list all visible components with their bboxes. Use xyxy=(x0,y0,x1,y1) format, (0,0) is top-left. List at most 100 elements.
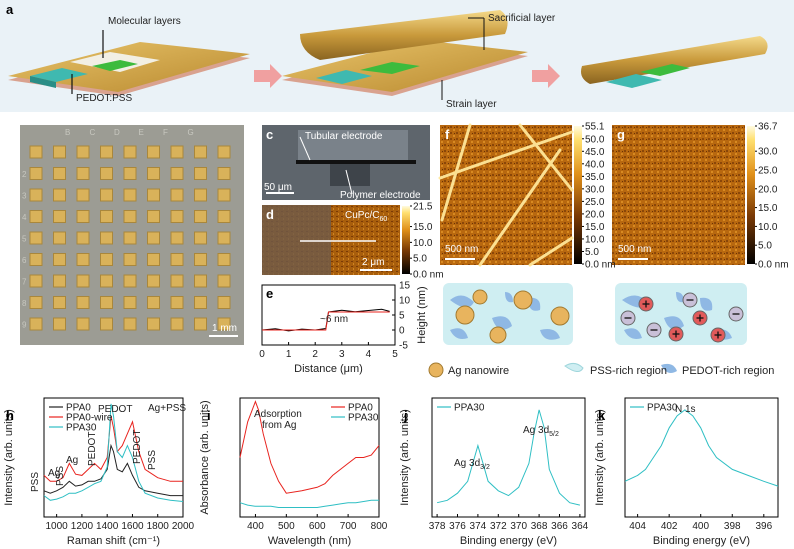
electrode-pad xyxy=(194,210,207,223)
x-axis-label: Binding energy (eV) xyxy=(460,535,557,547)
colorbar-label: 20.0 xyxy=(758,184,778,195)
y-axis-label: Intensity (arb. units) xyxy=(594,409,606,506)
x-tick-label: 5 xyxy=(392,349,398,360)
colorbar-label: 20.0 xyxy=(585,209,605,220)
electrode-pad xyxy=(194,317,207,331)
electrode-pad xyxy=(100,210,113,223)
electrode-pad xyxy=(29,210,43,223)
colorbar-label: 36.7 xyxy=(758,122,778,133)
legend-label: PPA30 xyxy=(647,403,678,414)
row-label: 7 xyxy=(22,278,27,287)
colorbar xyxy=(574,126,582,264)
x-tick-label: 2000 xyxy=(172,521,195,532)
afm-image-dark xyxy=(262,205,331,275)
afm-image-light xyxy=(331,205,400,275)
electrode-pad xyxy=(76,231,90,245)
x-tick-label: 400 xyxy=(247,521,264,532)
electrode-pad xyxy=(147,253,160,266)
annotation: Ag xyxy=(66,455,78,466)
electrode-pad xyxy=(217,210,231,223)
panel-label: h xyxy=(6,408,14,423)
legend-label: PPA0 xyxy=(66,403,91,414)
x-tick-label: 4 xyxy=(366,349,372,360)
electrode-pad xyxy=(217,231,231,245)
annotation: PSS xyxy=(147,450,158,470)
legend-label: PEDOT-rich region xyxy=(682,365,774,377)
data-line xyxy=(43,443,183,497)
row-label: 3 xyxy=(22,192,27,201)
electrode-pad xyxy=(53,317,66,331)
colorbar-label: 0.0 nm xyxy=(413,270,444,281)
electrode-pad xyxy=(76,296,90,309)
row-label: 4 xyxy=(22,213,27,222)
colorbar-label: 15.0 xyxy=(413,222,433,233)
row-label: 9 xyxy=(22,321,27,330)
x-tick-label: 404 xyxy=(629,521,646,532)
data-line xyxy=(262,311,390,331)
electrode-pad xyxy=(217,167,231,180)
electrode-pad xyxy=(100,296,113,309)
electrode-pad xyxy=(123,188,137,202)
electrode-pad xyxy=(194,145,207,159)
column-label: F xyxy=(163,128,168,137)
electrode-pad xyxy=(170,167,184,180)
colorbar-label: 10.0 xyxy=(413,238,433,249)
electrode-pad xyxy=(170,210,184,223)
electrode-pad xyxy=(29,231,43,245)
y-axis-label: Absorbance (arb. units) xyxy=(199,400,211,514)
y-axis-label: Intensity (arb. units) xyxy=(399,409,411,506)
colorbar xyxy=(747,126,755,264)
electrode-pad xyxy=(217,274,231,288)
device-illustration xyxy=(8,10,768,100)
annotation-text: Ag 3d xyxy=(454,458,480,469)
x-tick-label: 700 xyxy=(340,521,357,532)
annotation: Strain layer xyxy=(446,99,497,110)
annotation-text: Ag 3d xyxy=(523,425,549,436)
annotation: N 1s xyxy=(675,404,696,415)
x-tick-label: 378 xyxy=(429,521,446,532)
x-tick-label: 1 xyxy=(286,349,292,360)
x-tick-label: 400 xyxy=(692,521,709,532)
annotation: Tubular electrode xyxy=(305,131,383,142)
electrode-pad xyxy=(194,274,207,288)
colorbar-label: 10.0 xyxy=(585,234,605,245)
electrode-pad xyxy=(100,274,113,288)
sem-detail xyxy=(266,130,416,195)
electrode-pad xyxy=(147,274,160,288)
electrode-pad xyxy=(53,167,66,180)
electrode-pad xyxy=(194,167,207,180)
data-line xyxy=(239,499,379,508)
electrode-pad xyxy=(100,253,113,266)
electrode-pad xyxy=(100,231,113,245)
electrode-pad xyxy=(53,296,66,309)
annotation-sub: 3/2 xyxy=(480,464,490,471)
colorbar-label: 0.0 nm xyxy=(585,260,616,271)
annotation: Molecular layers xyxy=(108,16,181,27)
x-axis-label: Wavelength (nm) xyxy=(268,535,351,547)
x-tick-label: 1400 xyxy=(96,521,119,532)
electrode-pad xyxy=(76,274,90,288)
legend-swatch xyxy=(661,363,677,373)
electrode-pad xyxy=(29,253,43,266)
electrode-pad xyxy=(170,296,184,309)
x-tick-label: 376 xyxy=(449,521,466,532)
colorbar-label: 15.0 xyxy=(585,222,605,233)
annotation: CuPc/C60 xyxy=(345,210,387,223)
electrode-array xyxy=(29,145,231,331)
electrode-pad xyxy=(29,188,43,202)
electrode-pad xyxy=(123,296,137,309)
electrode-pad xyxy=(100,317,113,331)
electrode-pad xyxy=(170,145,184,159)
annotation: Ag 3d5/2 xyxy=(523,425,559,438)
electrode-pad xyxy=(194,296,207,309)
colorbar-label: 5.0 xyxy=(585,247,599,258)
colorbar-label: 45.0 xyxy=(585,147,605,158)
x-tick-label: 1000 xyxy=(46,521,69,532)
annotation: ~6 nm xyxy=(320,314,348,325)
annotation-text: CuPc/C xyxy=(345,210,379,221)
scale-label: 1 mm xyxy=(212,323,237,334)
electrode-pad xyxy=(53,274,66,288)
y-tick-label: 15 xyxy=(399,281,411,292)
electrode-pad xyxy=(29,296,43,309)
electrode-pad xyxy=(147,231,160,245)
